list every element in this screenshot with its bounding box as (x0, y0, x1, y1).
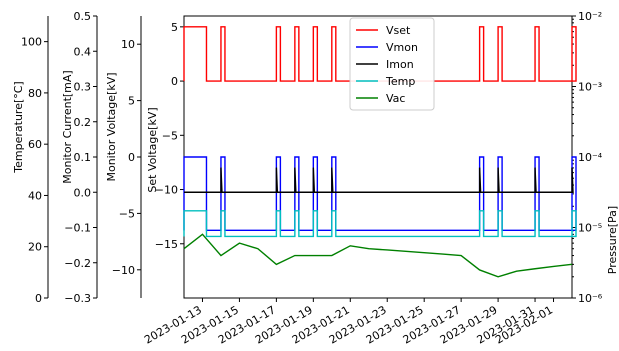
setvoltage-tick-label: 5 (171, 21, 178, 34)
legend-label-temp: Temp (385, 75, 415, 88)
setvoltage-tick-label: −10 (155, 184, 178, 197)
temperature-axis-label: Temperature[°C] (12, 81, 25, 173)
pressure-axis: 10⁻⁶ 10⁻⁵ 10⁻⁴ 10⁻³ 10⁻² Pressure[Pa] (572, 10, 619, 305)
x-axis: 2023-01-132023-01-152023-01-172023-01-19… (142, 298, 555, 347)
voltage-tick-label: −10 (112, 264, 135, 277)
pressure-tick-label: 10⁻³ (578, 81, 602, 94)
legend-label-vac: Vac (386, 92, 405, 105)
voltage-tick-label: −5 (119, 207, 135, 220)
pressure-tick-label: 10⁻⁴ (578, 151, 603, 164)
current-tick-label: −0.3 (64, 292, 91, 305)
voltage-axis-label: Monitor Voltage[kV] (105, 72, 118, 181)
temperature-tick-label: 100 (21, 36, 42, 49)
series-imon-line (184, 167, 574, 193)
pressure-tick-label: 10⁻² (578, 10, 602, 23)
legend-label-vmon: Vmon (386, 41, 418, 54)
legend-label-imon: Imon (386, 58, 414, 71)
legend-label-vset: Vset (386, 24, 411, 37)
pressure-axis-label: Pressure[Pa] (606, 206, 619, 274)
temperature-tick-label: 40 (28, 189, 42, 202)
temperature-tick-label: 60 (28, 138, 42, 151)
legend: Vset Vmon Imon Temp Vac (349, 17, 435, 111)
current-tick-label: 0.0 (74, 186, 92, 199)
series-vmon-line (183, 156, 577, 232)
voltage-tick-label: 10 (121, 38, 135, 51)
axes-layer: 020406080100Temperature[°C]−0.3−0.2−0.10… (12, 10, 619, 347)
current-axis-label: Monitor Current[mA] (61, 70, 74, 183)
series-vset-line (183, 26, 577, 82)
setvoltage-tick-label: −5 (162, 129, 178, 142)
voltage-axis: −10 −5 0 5 10 Monitor Voltage[kV] (105, 16, 142, 298)
temperature-axis: 0 20 40 60 80 100 Temperature[°C] (12, 16, 49, 305)
current-tick-label: −0.1 (64, 222, 91, 235)
setvoltage-tick-label: 0 (171, 75, 178, 88)
setvoltage-axis: −15 −10 −5 0 5 Set Voltage[kV] (146, 21, 184, 251)
voltage-tick-label: 0 (128, 151, 135, 164)
current-tick-label: 0.1 (74, 151, 92, 164)
setvoltage-axis-label: Set Voltage[kV] (146, 107, 159, 192)
pressure-tick-label: 10⁻⁶ (578, 292, 603, 305)
pressure-tick-label: 10⁻⁵ (578, 222, 602, 235)
current-tick-label: 0.2 (74, 116, 92, 129)
current-tick-label: 0.4 (74, 45, 92, 58)
temperature-tick-label: 80 (28, 87, 42, 100)
current-tick-label: 0.3 (74, 81, 92, 94)
series-temp-line (183, 210, 577, 238)
current-tick-label: −0.2 (64, 257, 91, 270)
setvoltage-tick-label: −15 (155, 238, 178, 251)
temperature-tick-label: 0 (35, 292, 42, 305)
legend-box (349, 17, 435, 111)
plot-layer (183, 26, 577, 278)
current-tick-label: 0.5 (74, 10, 92, 23)
temperature-tick-label: 20 (28, 241, 42, 254)
voltage-tick-label: 5 (128, 95, 135, 108)
current-axis: −0.3 −0.2 −0.1 0.0 0.1 0.2 0.3 0.4 0.5 Monitor Cu… (61, 10, 98, 305)
series-vac-line (183, 233, 573, 278)
